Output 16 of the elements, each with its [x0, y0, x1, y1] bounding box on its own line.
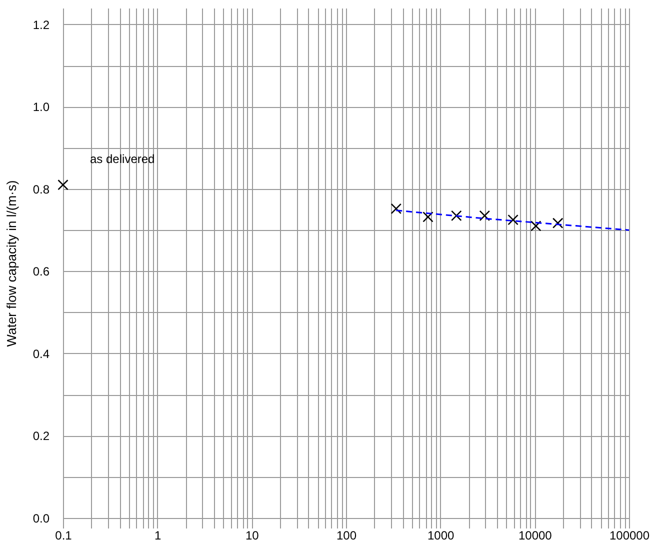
- y-tick-label: 1.0: [32, 100, 50, 114]
- y-tick-label: 1.2: [32, 18, 50, 32]
- x-tick-label: 100000: [609, 528, 650, 542]
- x-tick-label: 1000: [427, 528, 455, 542]
- y-tick-label: 0.4: [32, 346, 50, 361]
- y-axis-title: Water flow capacity in l/(m·s): [4, 180, 19, 347]
- y-tick-label: 0.0: [32, 512, 50, 526]
- x-tick-label: 10: [245, 528, 260, 542]
- y-tick-label: 0.2: [32, 429, 50, 444]
- annotation: as delivered: [90, 152, 155, 166]
- x-tick-label: 10000: [518, 528, 552, 542]
- y-tick-label: 0.8: [32, 182, 50, 196]
- x-tick-label: 100: [336, 528, 357, 542]
- y-tick-label: 0.6: [32, 264, 50, 279]
- x-tick-label: 0.1: [55, 528, 72, 542]
- x-tick-label: 1: [154, 528, 162, 542]
